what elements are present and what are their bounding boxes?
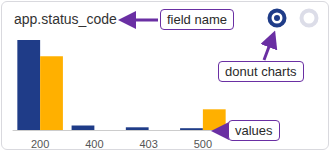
svg-text:403: 403 — [139, 138, 157, 150]
html-text:field name: field name — [167, 12, 227, 27]
svg-text:200: 200 — [31, 138, 49, 150]
html-text:donut charts: donut charts — [225, 64, 297, 79]
html-text:app.status_code: app.status_code — [14, 11, 117, 27]
html-text:values: values — [235, 123, 273, 138]
svg-text:500: 500 — [194, 138, 212, 150]
svg-text:400: 400 — [85, 138, 103, 150]
